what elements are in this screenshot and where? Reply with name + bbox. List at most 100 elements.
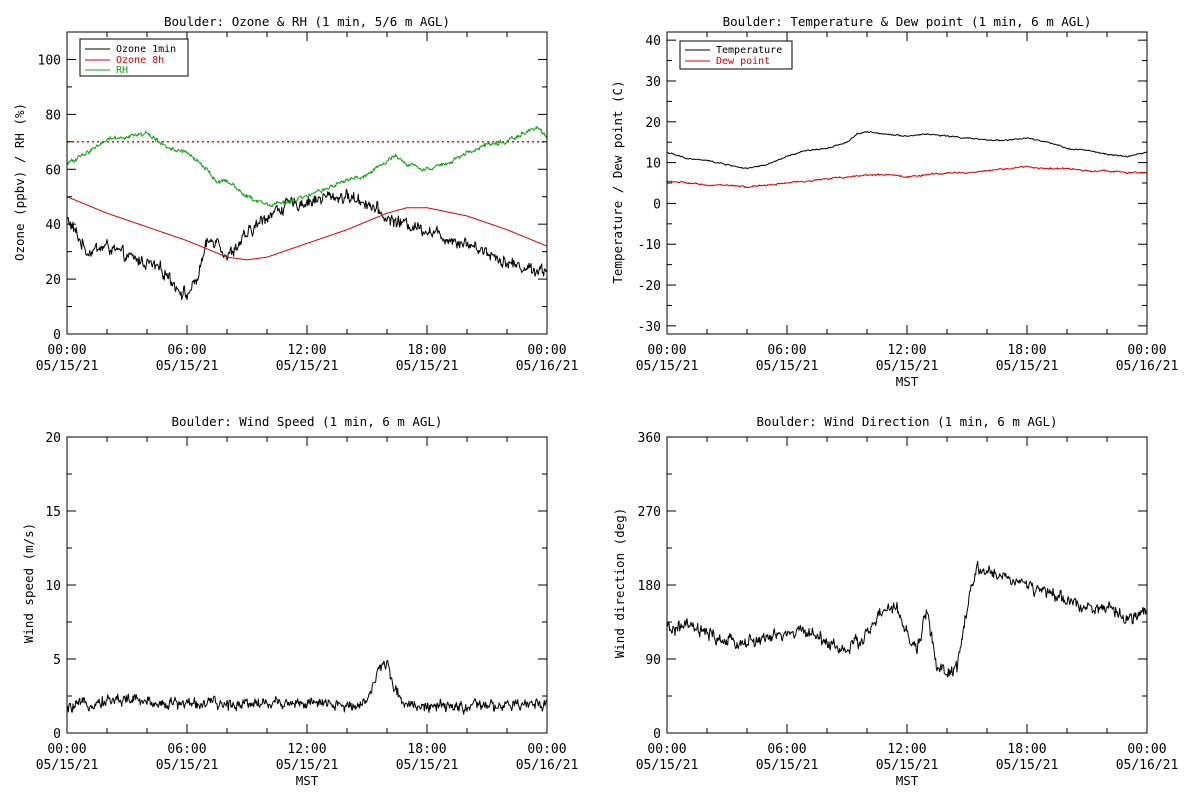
ozone-rh-xtick-date-label: 05/16/21 (516, 359, 579, 374)
wind-speed-xtick-date-label: 05/15/21 (156, 758, 219, 773)
wind-direction-ticks-layer: 00:0005/15/2106:0005/15/2112:0005/15/211… (636, 431, 1179, 773)
wind-direction-series-layer (666, 560, 1148, 678)
wind-speed-xtick-time-label: 00:00 (527, 742, 566, 757)
temperature-dewpoint-ytick-label: -30 (638, 320, 661, 335)
wind-direction-xtick-time-label: 12:00 (887, 742, 926, 757)
ozone-rh-series-layer (66, 125, 548, 301)
wind-direction-panel: Boulder: Wind Direction (1 min, 6 m AGL)… (612, 414, 1178, 788)
wind-speed-ticks-layer: 00:0005/15/2106:0005/15/2112:0005/15/211… (36, 431, 579, 773)
temperature-dewpoint-series-dew-point (666, 165, 1147, 189)
ozone-rh-xtick-time-label: 12:00 (287, 343, 326, 358)
wind-speed-xtick-time-label: 18:00 (407, 742, 446, 757)
ozone-rh-xtick-date-label: 05/15/21 (156, 359, 219, 374)
temperature-dewpoint-legend: Temperature Dew point (679, 40, 793, 70)
ozone-rh-xtick-time-label: 06:00 (167, 343, 206, 358)
temperature-dewpoint-xtick-time-label: 00:00 (647, 343, 686, 358)
ozone-rh-xtick-time-label: 18:00 (407, 343, 446, 358)
wind-speed-xtick-time-label: 00:00 (47, 742, 86, 757)
wind-direction-ylabel: Wind direction (deg) (612, 508, 627, 659)
wind-direction-xlabel: MST (896, 773, 919, 788)
wind-speed-xtick-date-label: 05/15/21 (396, 758, 459, 773)
legend-label-ozone-8h: Ozone 8h (116, 55, 164, 66)
ozone-rh-series-ozone-8h (66, 196, 548, 261)
wind-direction-ytick-label: 270 (638, 505, 661, 520)
temperature-dewpoint-ytick-label: 30 (645, 75, 661, 90)
temperature-dewpoint-legend-box (679, 40, 793, 70)
ozone-rh-ytick-label: 20 (45, 273, 61, 288)
wind-direction-xtick-date-label: 05/15/21 (996, 758, 1059, 773)
temperature-dewpoint-xtick-time-label: 18:00 (1007, 343, 1046, 358)
wind-speed-title: Boulder: Wind Speed (1 min, 6 m AGL) (172, 414, 443, 429)
ozone-rh-ytick-label: 0 (53, 328, 61, 343)
ozone-rh-ytick-label: 60 (45, 163, 61, 178)
wind-direction-xtick-date-label: 05/16/21 (1116, 758, 1179, 773)
wind-speed-series-layer (66, 660, 548, 715)
temperature-dewpoint-ytick-label: -20 (638, 279, 661, 294)
wind-speed-ytick-label: 5 (53, 653, 61, 668)
temperature-dewpoint-xtick-time-label: 00:00 (1127, 343, 1166, 358)
temperature-dewpoint-xtick-date-label: 05/16/21 (1116, 359, 1179, 374)
wind-direction-xtick-time-label: 06:00 (767, 742, 806, 757)
wind-direction-xtick-date-label: 05/15/21 (876, 758, 939, 773)
temperature-dewpoint-ytick-label: -10 (638, 238, 661, 253)
wind-direction-xtick-date-label: 05/15/21 (756, 758, 819, 773)
temperature-dewpoint-xtick-date-label: 05/15/21 (756, 359, 819, 374)
wind-direction-xtick-time-label: 18:00 (1007, 742, 1046, 757)
wind-speed-xtick-time-label: 12:00 (287, 742, 326, 757)
legend-label-temperature: Temperature (716, 45, 782, 56)
wind-speed-ylabel: Wind speed (m/s) (21, 523, 36, 643)
legend-label-rh: RH (116, 65, 128, 76)
wind-speed-ytick-label: 15 (45, 505, 61, 520)
wind-speed-xlabel: MST (296, 773, 319, 788)
wind-direction-ytick-label: 90 (645, 653, 661, 668)
wind-speed-panel: Boulder: Wind Speed (1 min, 6 m AGL) Win… (21, 414, 578, 788)
ozone-rh-ylabel: Ozone (ppbv) / RH (%) (12, 103, 27, 261)
temperature-dewpoint-xtick-time-label: 12:00 (887, 343, 926, 358)
legend-label-ozone-1min: Ozone 1min (116, 44, 176, 55)
temperature-dewpoint-xtick-date-label: 05/15/21 (636, 359, 699, 374)
wind-direction-ytick-label: 360 (638, 431, 661, 446)
ozone-rh-series-ozone-1min (66, 188, 548, 301)
ozone-rh-series-rh (66, 125, 548, 208)
wind-speed-xtick-date-label: 05/16/21 (516, 758, 579, 773)
wind-speed-ytick-label: 10 (45, 579, 61, 594)
wind-direction-ytick-label: 180 (638, 579, 661, 594)
ozone-rh-xtick-date-label: 05/15/21 (276, 359, 339, 374)
wind-speed-xtick-date-label: 05/15/21 (36, 758, 99, 773)
temperature-dewpoint-xtick-time-label: 06:00 (767, 343, 806, 358)
legend-label-dew-point: Dew point (716, 56, 770, 67)
wind-speed-ytick-label: 20 (45, 431, 61, 446)
temperature-dewpoint-panel: Boulder: Temperature & Dew point (1 min,… (610, 14, 1178, 389)
wind-direction-xtick-time-label: 00:00 (647, 742, 686, 757)
temperature-dewpoint-ylabel: Temperature / Dew point (C) (610, 80, 625, 283)
temperature-dewpoint-ytick-label: 0 (653, 197, 661, 212)
temperature-dewpoint-xlabel: MST (896, 374, 919, 389)
ozone-rh-title: Boulder: Ozone & RH (1 min, 5/6 m AGL) (164, 14, 450, 29)
temperature-dewpoint-ytick-label: 10 (645, 157, 661, 172)
wind-direction-title: Boulder: Wind Direction (1 min, 6 m AGL) (756, 414, 1057, 429)
wind-speed-xtick-date-label: 05/15/21 (276, 758, 339, 773)
temperature-dewpoint-series-layer (666, 130, 1148, 189)
ozone-rh-xtick-time-label: 00:00 (527, 343, 566, 358)
ozone-rh-xtick-date-label: 05/15/21 (396, 359, 459, 374)
temperature-dewpoint-ytick-label: 20 (645, 116, 661, 131)
ozone-rh-xtick-date-label: 05/15/21 (36, 359, 99, 374)
temperature-dewpoint-title: Boulder: Temperature & Dew point (1 min,… (723, 14, 1092, 29)
temperature-dewpoint-ytick-label: 40 (645, 34, 661, 49)
ozone-rh-legend: Ozone 1min Ozone 8h RH (79, 38, 189, 77)
ozone-rh-panel: Boulder: Ozone & RH (1 min, 5/6 m AGL) O… (12, 14, 578, 374)
wind-direction-xtick-date-label: 05/15/21 (636, 758, 699, 773)
ozone-rh-xtick-time-label: 00:00 (47, 343, 86, 358)
wind-speed-series-line (66, 660, 548, 715)
wind-direction-ytick-label: 0 (653, 727, 661, 742)
ozone-rh-ytick-label: 40 (45, 218, 61, 233)
temperature-dewpoint-xtick-date-label: 05/15/21 (876, 359, 939, 374)
temperature-dewpoint-xtick-date-label: 05/15/21 (996, 359, 1059, 374)
ozone-rh-ytick-label: 80 (45, 108, 61, 123)
wind-speed-ytick-label: 0 (53, 727, 61, 742)
temperature-dewpoint-ticks-layer: 00:0005/15/2106:0005/15/2112:0005/15/211… (636, 32, 1179, 374)
ozone-rh-ticks-layer: 00:0005/15/2106:0005/15/2112:0005/15/211… (36, 31, 579, 374)
ozone-rh-ytick-label: 100 (38, 53, 61, 68)
